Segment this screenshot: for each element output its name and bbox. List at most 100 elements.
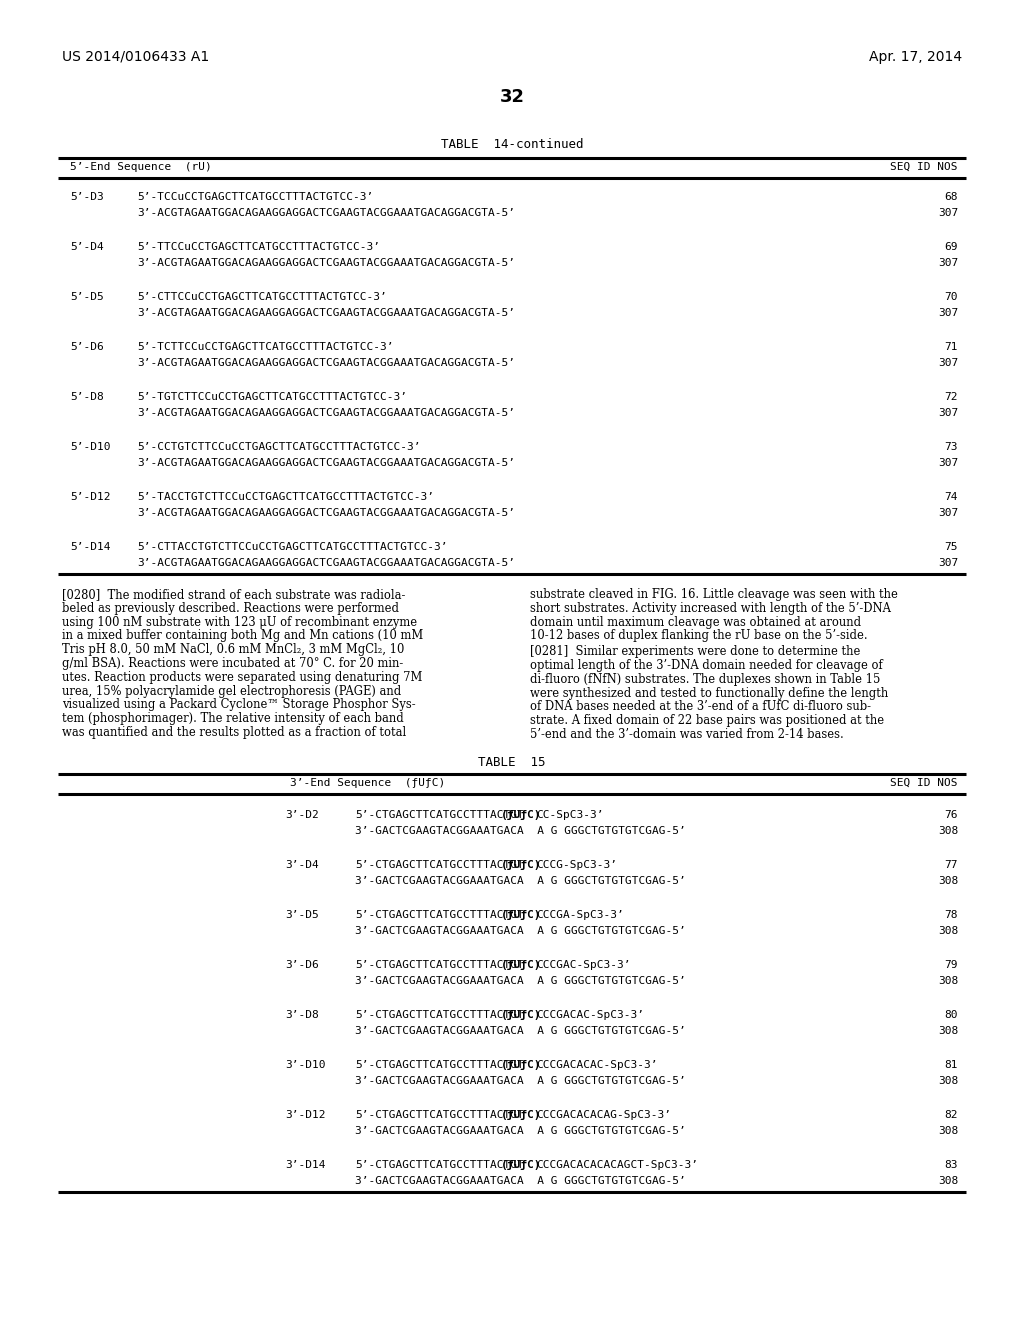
Text: using 100 nM substrate with 123 μU of recombinant enzyme: using 100 nM substrate with 123 μU of re… xyxy=(62,615,417,628)
Text: CCCGACACACAG-SpC3-3’: CCCGACACACAG-SpC3-3’ xyxy=(537,1110,672,1119)
Text: 308: 308 xyxy=(938,1126,958,1135)
Text: 72: 72 xyxy=(944,392,958,403)
Text: (ƒUƒC): (ƒUƒC) xyxy=(502,1110,542,1119)
Text: 308: 308 xyxy=(938,975,958,986)
Text: 81: 81 xyxy=(944,1060,958,1069)
Text: 307: 307 xyxy=(938,458,958,469)
Text: 3’-D5: 3’-D5 xyxy=(285,909,318,920)
Text: (ƒUƒC): (ƒUƒC) xyxy=(502,1010,542,1020)
Text: in a mixed buffer containing both Mg and Mn cations (10 mM: in a mixed buffer containing both Mg and… xyxy=(62,630,423,643)
Text: 69: 69 xyxy=(944,242,958,252)
Text: substrate cleaved in FIG. 16. Little cleavage was seen with the: substrate cleaved in FIG. 16. Little cle… xyxy=(530,587,898,601)
Text: 75: 75 xyxy=(944,543,958,552)
Text: 3’-GACTCGAAGTACGGAAATGACA  A G GGGCTGTGTGTCGAG-5’: 3’-GACTCGAAGTACGGAAATGACA A G GGGCTGTGTG… xyxy=(355,1126,686,1135)
Text: 5’-D3: 5’-D3 xyxy=(70,191,103,202)
Text: 5’-D12: 5’-D12 xyxy=(70,492,111,502)
Text: 5’-CTGAGCTTCATGCCTTTACTGT: 5’-CTGAGCTTCATGCCTTTACTGT xyxy=(355,1010,523,1020)
Text: 308: 308 xyxy=(938,1076,958,1086)
Text: 71: 71 xyxy=(944,342,958,352)
Text: Apr. 17, 2014: Apr. 17, 2014 xyxy=(869,50,962,63)
Text: 83: 83 xyxy=(944,1160,958,1170)
Text: 3’-GACTCGAAGTACGGAAATGACA  A G GGGCTGTGTGTCGAG-5’: 3’-GACTCGAAGTACGGAAATGACA A G GGGCTGTGTG… xyxy=(355,925,686,936)
Text: 3’-GACTCGAAGTACGGAAATGACA  A G GGGCTGTGTGTCGAG-5’: 3’-GACTCGAAGTACGGAAATGACA A G GGGCTGTGTG… xyxy=(355,1026,686,1036)
Text: 3’-ACGTAGAATGGACAGAAGGAGGACTCGAAGTACGGAAATGACAGGACGTA-5’: 3’-ACGTAGAATGGACAGAAGGAGGACTCGAAGTACGGAA… xyxy=(137,508,515,517)
Text: was quantified and the results plotted as a fraction of total: was quantified and the results plotted a… xyxy=(62,726,407,739)
Text: 74: 74 xyxy=(944,492,958,502)
Text: (ƒUƒC): (ƒUƒC) xyxy=(502,909,542,920)
Text: 5’-CTGAGCTTCATGCCTTTACTGT: 5’-CTGAGCTTCATGCCTTTACTGT xyxy=(355,809,523,820)
Text: CCCGACACACACAGCT-SpC3-3’: CCCGACACACACAGCT-SpC3-3’ xyxy=(537,1160,698,1170)
Text: (ƒUƒC): (ƒUƒC) xyxy=(502,809,542,820)
Text: 3’-GACTCGAAGTACGGAAATGACA  A G GGGCTGTGTGTCGAG-5’: 3’-GACTCGAAGTACGGAAATGACA A G GGGCTGTGTG… xyxy=(355,826,686,836)
Text: 5’-D10: 5’-D10 xyxy=(70,442,111,451)
Text: 308: 308 xyxy=(938,1026,958,1036)
Text: 307: 307 xyxy=(938,408,958,418)
Text: domain until maximum cleavage was obtained at around: domain until maximum cleavage was obtain… xyxy=(530,615,861,628)
Text: 3’-ACGTAGAATGGACAGAAGGAGGACTCGAAGTACGGAAATGACAGGACGTA-5’: 3’-ACGTAGAATGGACAGAAGGAGGACTCGAAGTACGGAA… xyxy=(137,408,515,418)
Text: 73: 73 xyxy=(944,442,958,451)
Text: 5’-CTGAGCTTCATGCCTTTACTGT: 5’-CTGAGCTTCATGCCTTTACTGT xyxy=(355,960,523,970)
Text: CCCG-SpC3-3’: CCCG-SpC3-3’ xyxy=(537,859,617,870)
Text: 307: 307 xyxy=(938,358,958,368)
Text: 5’-CTGAGCTTCATGCCTTTACTGT: 5’-CTGAGCTTCATGCCTTTACTGT xyxy=(355,909,523,920)
Text: 307: 307 xyxy=(938,209,958,218)
Text: 5’-TCCuCCTGAGCTTCATGCCTTTACTGTCC-3’: 5’-TCCuCCTGAGCTTCATGCCTTTACTGTCC-3’ xyxy=(137,191,374,202)
Text: 3’-D8: 3’-D8 xyxy=(285,1010,318,1020)
Text: Tris pH 8.0, 50 mM NaCl, 0.6 mM MnCl₂, 3 mM MgCl₂, 10: Tris pH 8.0, 50 mM NaCl, 0.6 mM MnCl₂, 3… xyxy=(62,643,404,656)
Text: CCCGA-SpC3-3’: CCCGA-SpC3-3’ xyxy=(537,909,624,920)
Text: 5’-CCTGTCTTCCuCCTGAGCTTCATGCCTTTACTGTCC-3’: 5’-CCTGTCTTCCuCCTGAGCTTCATGCCTTTACTGTCC-… xyxy=(137,442,421,451)
Text: 68: 68 xyxy=(944,191,958,202)
Text: 5’-D4: 5’-D4 xyxy=(70,242,103,252)
Text: 3’-D10: 3’-D10 xyxy=(285,1060,326,1069)
Text: visualized using a Packard Cyclone™ Storage Phosphor Sys-: visualized using a Packard Cyclone™ Stor… xyxy=(62,698,416,711)
Text: 5’-CTGAGCTTCATGCCTTTACTGT: 5’-CTGAGCTTCATGCCTTTACTGT xyxy=(355,1160,523,1170)
Text: 3’-End Sequence  (ƒUƒC): 3’-End Sequence (ƒUƒC) xyxy=(290,777,445,788)
Text: utes. Reaction products were separated using denaturing 7M: utes. Reaction products were separated u… xyxy=(62,671,422,684)
Text: (ƒUƒC): (ƒUƒC) xyxy=(502,859,542,870)
Text: 5’-TTCCuCCTGAGCTTCATGCCTTTACTGTCC-3’: 5’-TTCCuCCTGAGCTTCATGCCTTTACTGTCC-3’ xyxy=(137,242,380,252)
Text: short substrates. Activity increased with length of the 5’-DNA: short substrates. Activity increased wit… xyxy=(530,602,891,615)
Text: 308: 308 xyxy=(938,826,958,836)
Text: TABLE  15: TABLE 15 xyxy=(478,756,546,768)
Text: 308: 308 xyxy=(938,875,958,886)
Text: 70: 70 xyxy=(944,292,958,302)
Text: 10-12 bases of duplex flanking the rU base on the 5’-side.: 10-12 bases of duplex flanking the rU ba… xyxy=(530,630,867,643)
Text: 3’-ACGTAGAATGGACAGAAGGAGGACTCGAAGTACGGAAATGACAGGACGTA-5’: 3’-ACGTAGAATGGACAGAAGGAGGACTCGAAGTACGGAA… xyxy=(137,257,515,268)
Text: 3’-GACTCGAAGTACGGAAATGACA  A G GGGCTGTGTGTCGAG-5’: 3’-GACTCGAAGTACGGAAATGACA A G GGGCTGTGTG… xyxy=(355,1176,686,1185)
Text: 76: 76 xyxy=(944,809,958,820)
Text: 307: 307 xyxy=(938,558,958,568)
Text: 308: 308 xyxy=(938,925,958,936)
Text: CCCGACAC-SpC3-3’: CCCGACAC-SpC3-3’ xyxy=(537,1010,644,1020)
Text: 78: 78 xyxy=(944,909,958,920)
Text: (ƒUƒC): (ƒUƒC) xyxy=(502,1060,542,1069)
Text: 3’-GACTCGAAGTACGGAAATGACA  A G GGGCTGTGTGTCGAG-5’: 3’-GACTCGAAGTACGGAAATGACA A G GGGCTGTGTG… xyxy=(355,975,686,986)
Text: CCCGACACAC-SpC3-3’: CCCGACACAC-SpC3-3’ xyxy=(537,1060,657,1069)
Text: 5’-end and the 3’-domain was varied from 2-14 bases.: 5’-end and the 3’-domain was varied from… xyxy=(530,729,844,741)
Text: 5’-CTGAGCTTCATGCCTTTACTGT: 5’-CTGAGCTTCATGCCTTTACTGT xyxy=(355,1060,523,1069)
Text: beled as previously described. Reactions were performed: beled as previously described. Reactions… xyxy=(62,602,399,615)
Text: 3’-D12: 3’-D12 xyxy=(285,1110,326,1119)
Text: 79: 79 xyxy=(944,960,958,970)
Text: 307: 307 xyxy=(938,508,958,517)
Text: 32: 32 xyxy=(500,88,524,106)
Text: 80: 80 xyxy=(944,1010,958,1020)
Text: CCCGAC-SpC3-3’: CCCGAC-SpC3-3’ xyxy=(537,960,631,970)
Text: 307: 307 xyxy=(938,308,958,318)
Text: 3’-D2: 3’-D2 xyxy=(285,809,318,820)
Text: 5’-D14: 5’-D14 xyxy=(70,543,111,552)
Text: (ƒUƒC): (ƒUƒC) xyxy=(502,960,542,970)
Text: 3’-ACGTAGAATGGACAGAAGGAGGACTCGAAGTACGGAAATGACAGGACGTA-5’: 3’-ACGTAGAATGGACAGAAGGAGGACTCGAAGTACGGAA… xyxy=(137,308,515,318)
Text: TABLE  14-continued: TABLE 14-continued xyxy=(440,139,584,150)
Text: 3’-D4: 3’-D4 xyxy=(285,859,318,870)
Text: optimal length of the 3’-DNA domain needed for cleavage of: optimal length of the 3’-DNA domain need… xyxy=(530,659,883,672)
Text: 308: 308 xyxy=(938,1176,958,1185)
Text: 307: 307 xyxy=(938,257,958,268)
Text: 5’-TACCTGTCTTCCuCCTGAGCTTCATGCCTTTACTGTCC-3’: 5’-TACCTGTCTTCCuCCTGAGCTTCATGCCTTTACTGTC… xyxy=(137,492,434,502)
Text: tem (phosphorimager). The relative intensity of each band: tem (phosphorimager). The relative inten… xyxy=(62,713,403,725)
Text: 5’-CTTACCTGTCTTCCuCCTGAGCTTCATGCCTTTACTGTCC-3’: 5’-CTTACCTGTCTTCCuCCTGAGCTTCATGCCTTTACTG… xyxy=(137,543,447,552)
Text: 3’-D14: 3’-D14 xyxy=(285,1160,326,1170)
Text: of DNA bases needed at the 3’-end of a fUfC di-fluoro sub-: of DNA bases needed at the 3’-end of a f… xyxy=(530,701,871,713)
Text: were synthesized and tested to functionally define the length: were synthesized and tested to functiona… xyxy=(530,686,888,700)
Text: 3’-D6: 3’-D6 xyxy=(285,960,318,970)
Text: 5’-D8: 5’-D8 xyxy=(70,392,103,403)
